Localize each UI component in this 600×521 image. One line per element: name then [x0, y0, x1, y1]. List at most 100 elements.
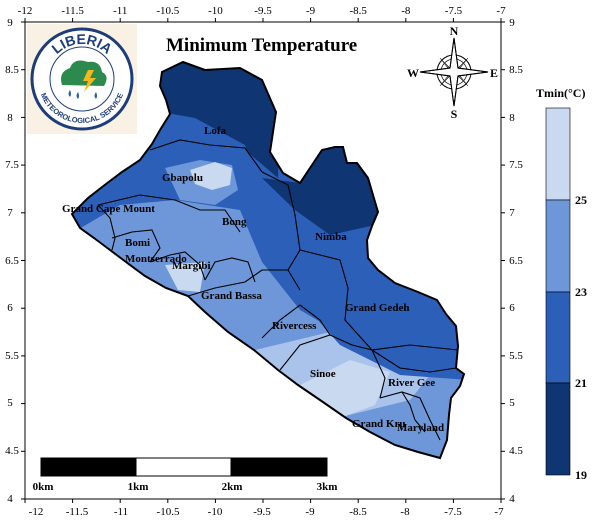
compass-east: E — [490, 66, 498, 80]
county-label-margibi: Margibi — [172, 260, 211, 272]
county-label-grand-bassa: Grand Bassa — [201, 290, 262, 302]
scale-label-3: 3km — [317, 481, 338, 493]
liberia-met-logo: LIBERIA METEOROLOGICAL SERVICE — [27, 24, 137, 134]
sinoe-boundary — [279, 334, 386, 399]
y-tick-label: 8.5 — [509, 64, 523, 76]
y-tick-label: 8.5 — [5, 64, 19, 76]
county-label-rivercess: Rivercess — [272, 320, 317, 332]
cloud-icon — [61, 60, 107, 86]
x-tick-label: -7 — [496, 5, 506, 17]
gbapolu-bong-boundary — [97, 194, 241, 233]
county-label-montserrado: Montserrado — [125, 253, 187, 265]
x-tick-label: -11.5 — [61, 5, 84, 17]
x-tick-label: -10 — [208, 5, 223, 17]
x-tick-label: -11.5 — [66, 506, 89, 518]
scale-segment-2 — [135, 457, 232, 477]
x-tick-label: -12 — [29, 506, 44, 518]
tmin-band-25-plus-coast — [165, 262, 205, 292]
lightning-icon — [83, 70, 96, 92]
county-labels: Lofa Gbapolu Grand Cape Mount Bong Nimba… — [62, 125, 444, 434]
scale-label-0: 0km — [33, 481, 54, 493]
x-tick-label: -9 — [305, 506, 315, 518]
y-tick-label: 7 — [509, 207, 515, 219]
x-tick-label: -8.5 — [349, 506, 367, 518]
county-label-maryland: Maryland — [397, 422, 444, 434]
legend-swatch-21-23 — [545, 291, 571, 384]
y-tick-label: 5.5 — [5, 350, 19, 362]
scale-label-2: 2km — [222, 481, 243, 493]
compass-north: N — [450, 24, 459, 38]
y-tick-label: 5 — [7, 397, 13, 409]
cape-mount-boundary — [97, 204, 116, 251]
scale-bar: 0km 1km 2km 3km — [33, 457, 338, 493]
county-label-river-gee: River Gee — [388, 377, 435, 389]
margibi-boundary — [204, 257, 256, 283]
x-tick-label: -9 — [306, 5, 316, 17]
legend-tick-label: 21 — [575, 376, 587, 390]
maryland-boundary — [401, 391, 426, 433]
compass-rose-icon: N S E W — [407, 24, 498, 121]
bong-nimba-boundary — [261, 171, 301, 271]
scale-segment-3 — [230, 457, 328, 477]
y-tick-label: 7.5 — [5, 159, 19, 171]
legend: Tmin(°C) 25 23 21 19 — [536, 86, 587, 482]
county-label-bong: Bong — [222, 216, 247, 228]
y-tick-label: 6.5 — [509, 255, 523, 267]
y-tick-label: 7.5 — [509, 159, 523, 171]
y-tick-label: 4.5 — [5, 445, 19, 457]
legend-tick-label: 25 — [575, 193, 587, 207]
x-tick-label: -10.5 — [157, 506, 180, 518]
left-axis-labels: 9 8.5 8 7.5 7 6.5 6 5.5 5 4.5 4 — [5, 17, 19, 505]
tmin-band-21-23-gedeh — [300, 290, 464, 380]
county-label-grand-gedeh: Grand Gedeh — [345, 302, 409, 314]
x-tick-label: -8 — [400, 506, 410, 518]
y-tick-label: 7 — [7, 207, 13, 219]
x-tick-label: -12 — [18, 5, 33, 17]
grand-bassa-boundary — [187, 269, 301, 297]
county-label-grand-kru: Grand Kru — [352, 418, 405, 430]
liberia-outline — [70, 60, 466, 460]
compass-south: S — [451, 107, 458, 121]
county-label-lofa: Lofa — [204, 125, 227, 137]
x-tick-label: -8.5 — [349, 5, 367, 17]
x-tick-label: -9.5 — [253, 506, 271, 518]
grand-gedeh-boundary — [299, 249, 459, 351]
y-tick-label: 4 — [509, 493, 515, 505]
raindrop-icon — [94, 92, 97, 99]
raindrop-icon — [68, 90, 71, 97]
county-label-bomi: Bomi — [125, 237, 150, 249]
x-tick-label: -10 — [208, 506, 223, 518]
legend-tick-label: 23 — [575, 285, 587, 299]
legend-swatch-23-25 — [545, 199, 571, 293]
river-gee-boundary — [371, 349, 457, 373]
tmin-band-19-21-nimba — [262, 145, 385, 235]
grand-kru-boundary — [379, 391, 441, 441]
x-tick-label: -10.5 — [156, 5, 179, 17]
y-tick-label: 9 — [7, 17, 13, 29]
y-tick-label: 6 — [509, 302, 515, 314]
bomi-boundary — [111, 229, 161, 263]
y-tick-label: 8 — [509, 112, 515, 124]
x-tick-label: -9.5 — [254, 5, 272, 17]
compass-main-points-outline — [419, 37, 489, 107]
x-tick-label: -7.5 — [444, 506, 462, 518]
y-tick-label: 8 — [7, 112, 13, 124]
scale-label-1: 1km — [128, 481, 149, 493]
legend-swatch-19-21 — [545, 382, 571, 476]
lofa-boundary — [149, 139, 263, 173]
legend-tick-label: 19 — [575, 468, 587, 482]
map-title: Minimum Temperature — [166, 35, 357, 56]
right-axis-labels: 9 8.5 8 7.5 7 6.5 6 5.5 5 4.5 4 — [509, 17, 523, 505]
raindrop-icon — [76, 92, 79, 99]
y-tick-label: 4 — [7, 493, 13, 505]
county-boundaries — [97, 139, 459, 441]
top-axis-labels: -12 -11.5 -11 -10.5 -10 -9.5 -9 -8.5 -8 … — [18, 5, 506, 17]
bottom-axis-labels: -12 -11.5 -11 -10.5 -10 -9.5 -9 -8.5 -8 … — [29, 506, 504, 518]
compass-main-points — [419, 37, 489, 107]
y-tick-label: 9 — [509, 17, 515, 29]
tmin-band-21-23-lofa — [150, 110, 250, 160]
y-tick-label: 6.5 — [5, 255, 19, 267]
x-tick-label: -8 — [401, 5, 411, 17]
axis-ticks — [21, 18, 505, 503]
x-tick-label: -7.5 — [445, 5, 463, 17]
